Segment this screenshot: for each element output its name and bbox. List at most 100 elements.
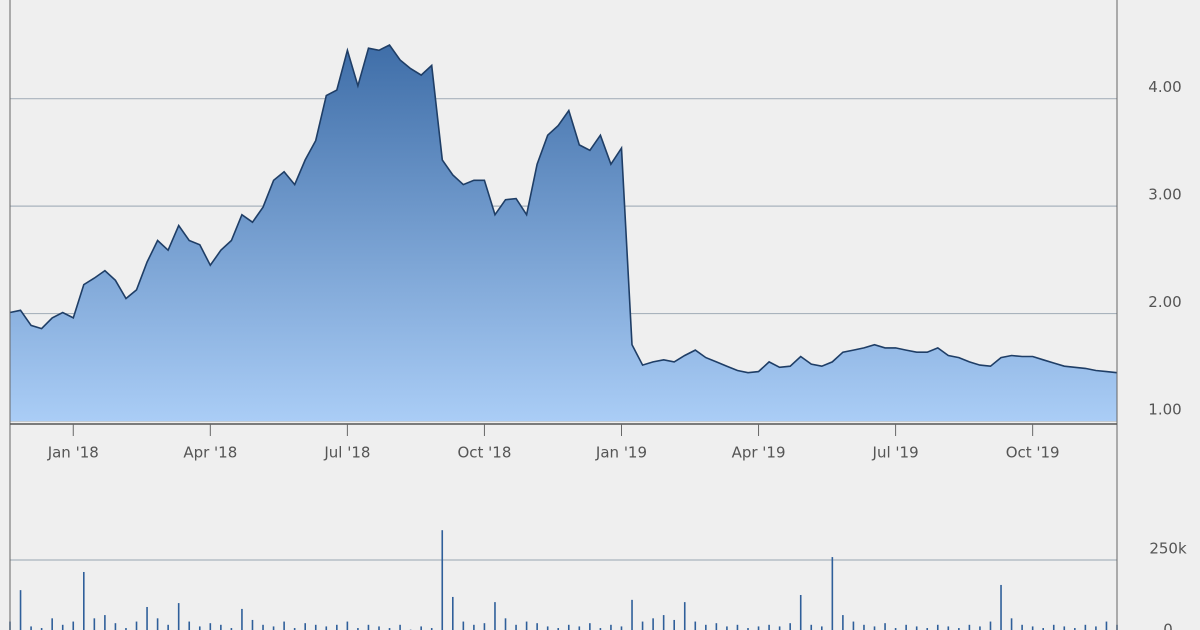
volume-bar [378,626,380,630]
volume-bar [525,621,528,630]
volume-bar [220,624,222,630]
volume-bar [958,628,960,630]
y-tick-label: 4.00 [1148,78,1181,96]
volume-bar [483,623,486,630]
volume-bar [947,626,950,630]
volume-bar [188,621,191,630]
volume-bar [979,626,981,630]
volume-bar [494,602,496,630]
volume-bar [83,571,85,630]
volume-bar [736,624,739,630]
volume-bar [557,628,560,630]
volume-bar [863,624,865,630]
volume-bar [93,618,96,630]
volume-bar [30,626,32,630]
volume-bar [683,602,686,630]
volume-bar [420,626,422,630]
volume-bar [473,624,475,630]
x-tick-label: Jul '19 [872,444,919,462]
volume-bar [114,623,117,630]
volume-bar [1063,626,1066,630]
volume-bar [1084,624,1087,630]
volume-bar [662,615,665,630]
volume-bar [673,619,675,630]
volume-bar [167,624,169,630]
volume-bar [873,626,876,630]
x-tick-label: Jul '18 [323,444,370,462]
volume-bar [768,624,770,630]
volume-bar [504,618,507,630]
volume-bar [146,606,148,630]
volume-bar [757,626,760,630]
volume-bar [19,590,22,630]
volume-bar [262,624,264,630]
volume-bar [852,621,855,630]
volume-bar [177,603,180,630]
volume-bar [610,624,612,630]
volume-bar [61,624,64,630]
y2-tick-label: 250k [1149,540,1187,558]
volume-bar [831,557,834,630]
volume-bar [641,621,644,630]
volume-bar [567,624,570,630]
volume-bar [72,621,75,630]
volume-bar [936,624,939,630]
volume-bar [325,626,328,630]
volume-bar [293,628,296,630]
volume-bar [452,596,454,630]
volume-bar [1010,618,1013,630]
volume-bar [399,624,401,630]
volume-bar [314,624,317,630]
price-line [9,43,1118,374]
volume-bar [430,628,433,630]
volume-bar [357,628,359,630]
volume-bar [726,626,728,630]
volume-bar [125,628,127,630]
volume-bar [810,624,813,630]
volume-bar [821,626,823,630]
volume-bar [1021,624,1023,630]
volume-bar [1095,626,1097,630]
volume-bar [894,628,897,630]
volume-bar [715,623,718,630]
volume-bar [156,618,159,630]
volume-bar [251,619,254,630]
volume-bar [631,599,633,630]
volume-bar [515,624,517,630]
x-tick-label: Oct '19 [1006,444,1060,462]
volume-bar [40,628,43,630]
volume-bar [1000,584,1002,630]
y-tick-label: 1.00 [1148,401,1181,419]
volume-bar [1105,621,1108,630]
volume-bar [747,628,749,630]
volume-bar [283,621,285,630]
volume-bar [915,626,918,630]
y-tick-label: 3.00 [1148,186,1181,204]
volume-bar [209,623,212,630]
volume-bar [989,621,992,630]
volume-bar [578,626,581,630]
volume-bar [599,628,602,630]
volume-bar [51,618,53,630]
volume-bar [1052,624,1055,630]
volume-bar [198,626,201,630]
volume-bar [536,623,538,630]
x-tick-label: Apr '18 [183,444,237,462]
volume-bar [652,618,654,630]
volume-bar [304,623,306,630]
volume-bar [1031,626,1034,630]
volume-bar [799,594,802,630]
x-tick-label: Oct '18 [457,444,511,462]
x-tick-label: Jan '18 [47,444,99,462]
volume-bar [462,621,465,630]
volume-bar [1074,628,1076,630]
volume-bar [388,628,391,630]
volume-bar [441,530,444,630]
volume-bar [884,623,886,630]
volume-bar [694,621,697,630]
volume-bar [705,624,707,630]
y-tick-label: 2.00 [1148,293,1181,311]
volume-bar [241,608,243,630]
